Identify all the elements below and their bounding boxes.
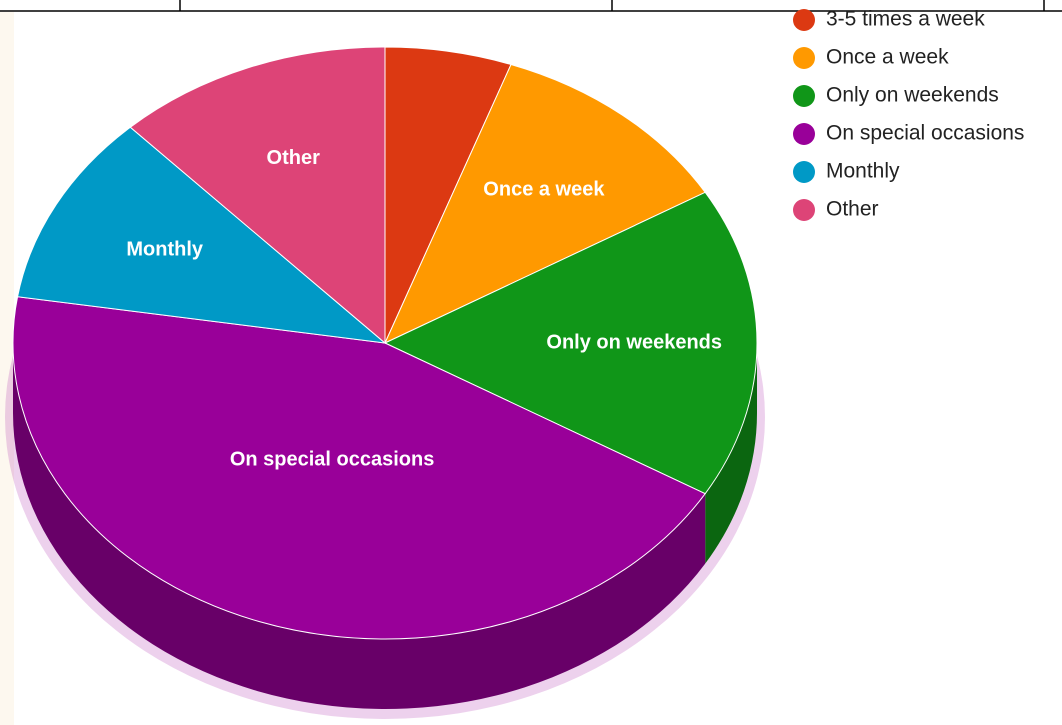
pie-plot-area: Once a week Only on weekends On special oc… xyxy=(5,46,765,719)
legend-label-1: Once a week xyxy=(826,46,949,69)
table-border-fragment xyxy=(0,0,1062,12)
legend-marker-1 xyxy=(793,47,815,69)
slice-label-4: Monthly xyxy=(126,238,204,260)
legend-label-2: Only on weekends xyxy=(826,84,999,107)
legend-label-5: Other xyxy=(826,198,879,221)
background-strip xyxy=(0,12,14,725)
legend-marker-4 xyxy=(793,161,815,183)
legend-label-3: On special occasions xyxy=(826,122,1024,145)
pie-side-2 xyxy=(705,343,757,564)
slice-label-3: On special occasions xyxy=(230,448,435,470)
pie-slice-4[interactable] xyxy=(16,126,387,344)
slice-label-2: Only on weekends xyxy=(546,331,722,353)
legend-label-4: Monthly xyxy=(826,160,900,183)
slice-label-1: Once a week xyxy=(483,178,605,200)
legend-marker-0 xyxy=(793,9,815,31)
pie-slice-5[interactable] xyxy=(129,46,386,345)
legend-marker-5 xyxy=(793,199,815,221)
pie-slice-1[interactable] xyxy=(383,63,706,345)
pie-side-3 xyxy=(13,343,706,710)
legend-marker-3 xyxy=(793,123,815,145)
legend-marker-2 xyxy=(793,85,815,107)
legend-label-0: 3-5 times a week xyxy=(826,8,985,31)
pie-slice-2[interactable] xyxy=(383,191,758,495)
pie-slice-3[interactable] xyxy=(12,296,706,640)
slice-label-5: Other xyxy=(267,147,321,169)
chart-legend: 3-5 times a week Once a week Only on weeke… xyxy=(793,8,1024,221)
